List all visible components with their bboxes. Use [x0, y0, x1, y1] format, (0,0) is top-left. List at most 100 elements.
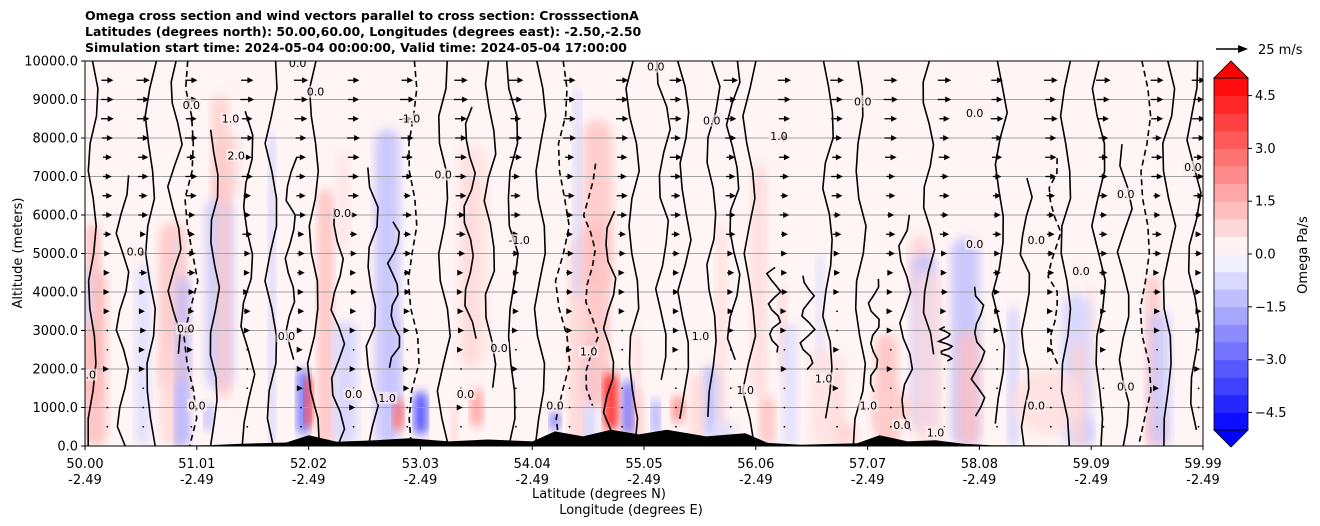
wind-vector-head-icon [515, 154, 522, 161]
wind-vector-head-icon [1157, 77, 1164, 84]
x-axis-label-lat: Latitude (degrees N) [532, 487, 666, 502]
contour-label: 1.0 [692, 330, 710, 343]
contour-line [1019, 177, 1033, 446]
wind-vector-head-icon [353, 154, 360, 161]
wind-vector-head-icon [943, 192, 950, 199]
wind-vector-dot [783, 425, 786, 428]
omega-band [913, 270, 942, 446]
contour-label-bg [545, 399, 566, 412]
contour-label-bg [925, 426, 946, 439]
wind-vector-dot [674, 406, 677, 409]
colorbar-tick-label: 3.0 [1255, 142, 1276, 157]
contour-line [1059, 61, 1072, 446]
wind-vector-head-icon [1048, 212, 1055, 218]
colorbar-level [1214, 412, 1248, 431]
contour-label: 0.0 [434, 169, 452, 182]
wind-vector-head-icon [299, 192, 306, 199]
wind-vector-dot [943, 348, 946, 351]
wind-vector-head-icon [891, 96, 898, 103]
wind-vector-head-icon [994, 308, 1001, 315]
contour-line [386, 221, 401, 368]
x-tick-label-lon: -2.49 [515, 473, 549, 488]
y-tick-label: 2000.0 [33, 363, 79, 378]
wind-vector-head-icon [729, 192, 736, 199]
wind-vector-dot [889, 387, 892, 390]
omega-field [85, 89, 1171, 446]
contour-label: 0.0 [854, 95, 872, 108]
wind-vector-head-icon [298, 308, 305, 315]
wind-vector-head-icon [944, 154, 951, 161]
wind-vector-head-icon [349, 366, 356, 372]
wind-vector-dot [1156, 368, 1159, 370]
contour-label-bg [125, 245, 146, 258]
wind-vector-head-icon [1047, 289, 1054, 295]
wind-vector-head-icon [297, 289, 304, 295]
contour-label-bg [578, 345, 599, 358]
contour-label-bg [175, 322, 196, 335]
wind-vector-head-icon [1050, 96, 1057, 103]
wind-vector-head-icon [993, 289, 1000, 295]
wind-vector-head-icon [460, 154, 467, 161]
contour-label: 0.0 [1117, 188, 1135, 201]
wind-vector-dot [836, 425, 838, 428]
contour-label-bg [181, 99, 202, 112]
y-tick-label: 9000.0 [33, 93, 79, 108]
y-axis: 0.0 1000.0 2000.0 3000.0 4000.0 5000.0 6000.0 7… [24, 55, 85, 455]
x-tick-label-lon: -2.49 [1074, 473, 1108, 488]
colorbar-extend-min [1213, 429, 1249, 448]
wind-vector-head-icon [1153, 385, 1160, 392]
wind-vector-head-icon [138, 346, 145, 353]
x-tick-label-lon: -2.49 [404, 473, 438, 488]
contour-label: 0.0 [188, 400, 206, 413]
contour-line [1137, 61, 1152, 446]
wind-vector-dot [514, 425, 517, 428]
wind-vector-head-icon [566, 231, 573, 238]
contour-line [765, 266, 782, 353]
wind-vector-head-icon [106, 192, 113, 199]
wind-vector-head-icon [1197, 154, 1203, 161]
wind-vector-head-icon [1099, 327, 1106, 334]
x-tick-label-lon: -2.49 [292, 473, 326, 488]
wind-vector-head-icon [888, 212, 895, 218]
wind-vector-head-icon [835, 154, 842, 161]
colorbar-level [1214, 254, 1248, 273]
wind-vector-head-icon [730, 135, 737, 141]
contour-label: 2.0 [227, 149, 245, 162]
wind-vector-head-icon [618, 269, 625, 276]
wind-vector-head-icon [622, 77, 629, 84]
y-tick-label: 0.0 [57, 440, 78, 455]
wind-vector-head-icon [622, 96, 629, 103]
wind-vector-head-icon [675, 154, 682, 161]
wind-vector-head-icon [103, 289, 110, 295]
wind-vector-dot [729, 387, 732, 390]
contour-line [436, 61, 452, 446]
wind-vector-head-icon [1101, 192, 1108, 199]
wind-vector-dot [621, 348, 624, 351]
wind-vector-head-icon [1048, 231, 1055, 238]
wind-vector-head-icon [244, 250, 251, 257]
colorbar-tick-label: −3.0 [1255, 353, 1287, 368]
wind-vector-dot [674, 387, 677, 390]
contour-label: 1.0 [815, 373, 833, 386]
wind-vector-dot [352, 425, 355, 428]
wind-vector-head-icon [1100, 346, 1107, 353]
y-tick-label: 3000.0 [33, 324, 79, 339]
wind-vector-head-icon [943, 231, 950, 238]
y-axis-label: Altitude (meters) [11, 198, 26, 309]
wind-vector-head-icon [403, 385, 410, 392]
wind-vector-dot [889, 425, 892, 428]
wind-vector-head-icon [672, 346, 679, 353]
wind-vector-head-icon [512, 289, 519, 295]
wind-vector-head-icon [1154, 192, 1161, 199]
wind-vector-dot [514, 387, 517, 390]
wind-vector-head-icon [296, 327, 303, 334]
wind-vector-head-icon [1050, 135, 1057, 141]
contour-label-bg [276, 330, 297, 343]
wind-vector-head-icon [512, 308, 519, 315]
wind-vector-dot [1102, 368, 1105, 370]
colorbar-level [1214, 95, 1248, 114]
wind-vector-dot [514, 348, 517, 351]
y-tick-label: 7000.0 [33, 170, 79, 185]
contour-label: 0.0 [457, 388, 475, 401]
wind-vector-head-icon [782, 173, 789, 180]
